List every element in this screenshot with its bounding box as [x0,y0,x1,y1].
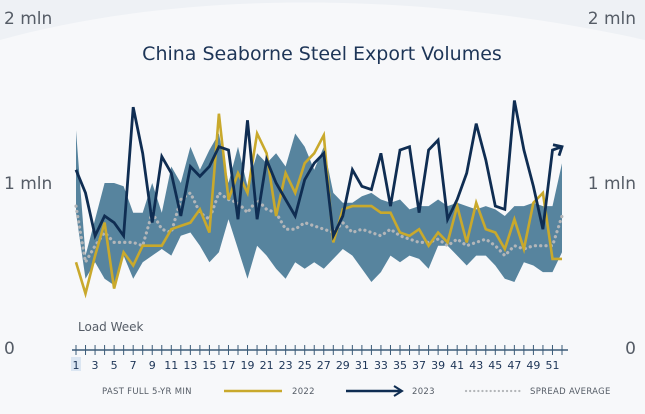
x-tick-label: 39 [431,359,445,372]
chart-title: China Seaborne Steel Export Volumes [142,43,502,65]
x-tick-label: 31 [355,359,369,372]
legend-label-band: PAST FULL 5-YR MIN [102,387,192,397]
y-tick-right: 0 [625,339,636,359]
x-tick-label: 35 [393,359,407,372]
x-tick-label: 47 [507,359,521,372]
x-axis-label: Load Week [78,320,144,334]
x-tick-label: 5 [111,359,118,372]
x-tick-label: 33 [374,359,388,372]
x-tick-label: 15 [202,359,216,372]
series-line-2023 [74,100,563,241]
x-tick-label: 37 [412,359,426,372]
x-tick-highlight [71,357,81,371]
x-tick-label: 19 [241,359,255,372]
x-tick-label: 25 [298,359,312,372]
x-tick-label: 51 [545,359,559,372]
legend-label-spread-average: SPREAD AVERAGE [530,387,611,397]
y-tick-left: 2 mln [4,9,52,29]
x-tick-label: 1 [73,359,80,372]
series-line-2022 [74,113,562,299]
x-tick-label: 17 [221,359,235,372]
x-tick-label: 49 [526,359,540,372]
band-area-5yr [76,130,562,286]
series-line-spread-average [74,190,564,267]
y-tick-left: 1 mln [4,174,52,194]
background-swoosh [0,0,645,40]
series-arrow-2023 [552,143,564,157]
x-tick-label: 41 [450,359,464,372]
x-tick-label: 23 [279,359,293,372]
x-tick-label: 13 [183,359,197,372]
x-tick-label: 9 [149,359,156,372]
x-tick-label: 29 [336,359,350,372]
x-tick-label: 7 [130,359,137,372]
legend-label-2023: 2023 [412,387,435,397]
x-tick-label: 11 [164,359,178,372]
x-tick-label: 45 [488,359,502,372]
y-tick-left: 0 [4,339,15,359]
y-tick-right: 1 mln [588,174,636,194]
x-tick-label: 43 [469,359,483,372]
x-tick-label: 3 [92,359,99,372]
legend-arrow-2023 [393,385,404,397]
x-tick-label: 27 [317,359,331,372]
y-tick-right: 2 mln [588,9,636,29]
x-tick-label: 21 [260,359,274,372]
legend-label-2022: 2022 [292,387,315,397]
